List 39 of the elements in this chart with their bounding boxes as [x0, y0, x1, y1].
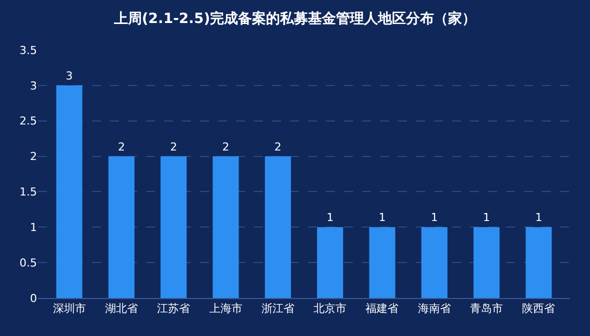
- x-tick-label: 北京市: [314, 302, 347, 316]
- x-tick-label: 深圳市: [52, 302, 86, 316]
- bar: [108, 156, 134, 298]
- bar: [56, 85, 82, 298]
- bar: [160, 156, 187, 298]
- bar: [212, 156, 239, 298]
- data-label: 2: [274, 140, 282, 154]
- bar: [474, 227, 500, 298]
- bar: [526, 227, 552, 298]
- y-tick-label: 0.5: [20, 256, 37, 270]
- data-label: 1: [483, 211, 490, 224]
- chart-title: 上周(2.1-2.5)完成备案的私募基金管理人地区分布（家）: [112, 10, 476, 28]
- x-tick-label: 江苏省: [157, 302, 190, 316]
- x-tick-label: 青岛市: [470, 302, 504, 316]
- data-label: 2: [118, 140, 125, 154]
- data-label: 1: [326, 211, 334, 224]
- data-label: 1: [535, 211, 542, 224]
- x-tick-label: 浙江省: [261, 302, 294, 316]
- y-tick-label: 2.5: [20, 114, 37, 128]
- data-label: 1: [378, 211, 386, 224]
- x-tick-label: 陕西省: [522, 302, 556, 316]
- bar: [369, 227, 396, 298]
- x-tick-label: 湖北省: [104, 302, 138, 316]
- data-label: 2: [222, 140, 230, 154]
- bar: [264, 156, 291, 298]
- y-tick-label: 1.5: [20, 186, 37, 199]
- y-tick-label: 3: [30, 79, 37, 92]
- y-tick-label: 1: [30, 220, 37, 234]
- x-tick-label: 海南省: [418, 302, 451, 316]
- data-label: 3: [66, 69, 73, 82]
- y-tick-label: 2: [30, 150, 37, 164]
- y-tick-label: 0: [30, 292, 37, 305]
- data-label: 1: [430, 211, 438, 224]
- x-tick-label: 上海市: [209, 302, 242, 316]
- bar: [317, 227, 344, 298]
- y-tick-label: 3.5: [20, 44, 37, 57]
- x-tick-label: 福建省: [366, 302, 399, 316]
- bar: [421, 227, 448, 298]
- data-label: 2: [170, 140, 178, 154]
